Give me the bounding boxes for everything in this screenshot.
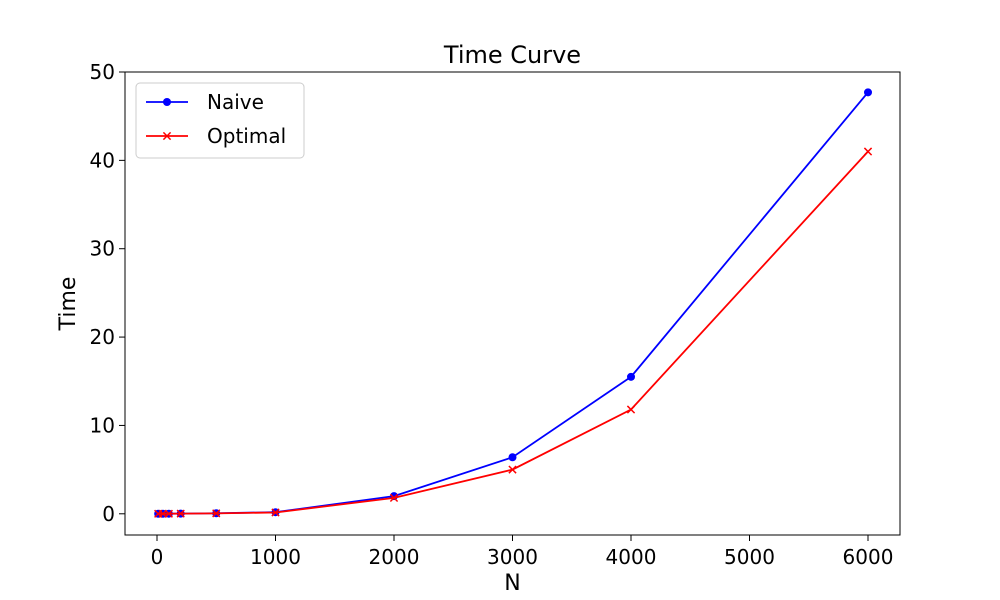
plot-area [154,88,873,518]
y-tick-label: 30 [90,237,115,261]
data-point [626,405,636,414]
data-point [162,131,172,141]
x-axis-label: N [504,571,520,596]
y-tick-label: 40 [90,148,115,172]
data-point [864,88,873,97]
y-tick-label: 20 [90,325,115,349]
data-point [212,509,221,518]
legend-label: Optimal [207,124,286,148]
data-point [508,453,517,462]
data-point [164,509,173,518]
x-tick-label: 6000 [843,545,894,569]
y-tick-label: 50 [90,60,115,84]
data-point [389,493,399,503]
data-point [627,372,636,381]
y-axis-label: Time [56,277,81,332]
data-point [508,465,517,474]
y-tick-label: 10 [90,413,115,437]
series-line [158,150,869,515]
x-axis: 0 1000 2000 3000 4000 5000 6000 [151,535,894,569]
data-point [863,147,873,156]
x-tick-label: 0 [151,545,164,569]
y-tick-label: 0 [102,502,115,526]
legend-label: Naive [207,90,264,114]
x-tick-label: 1000 [250,545,301,569]
y-axis: 0 10 20 30 40 50 [90,60,125,526]
legend-item-optimal: Optimal [146,124,286,148]
chart-title: Time Curve [443,41,581,69]
x-tick-label: 4000 [606,545,657,569]
x-tick-label: 2000 [369,545,420,569]
data-point [271,508,280,517]
data-point [163,98,171,106]
legend-item-naive: Naive [146,90,264,114]
legend: Naive Optimal [135,82,305,159]
x-tick-label: 5000 [724,545,775,569]
x-tick-label: 3000 [487,545,538,569]
series-optimal [154,147,873,518]
data-point [176,509,185,518]
